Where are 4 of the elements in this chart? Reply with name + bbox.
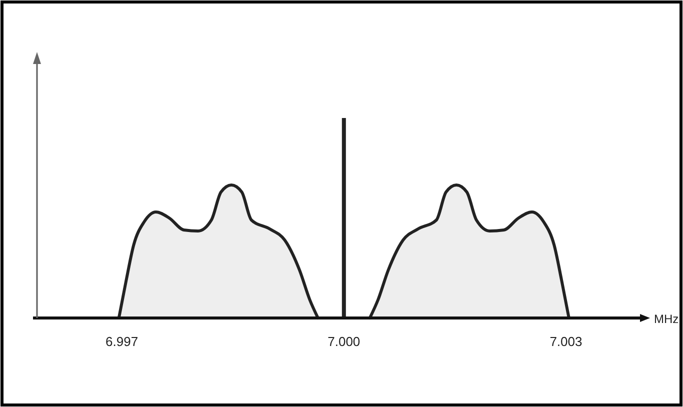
x-axis-title: MHz (654, 312, 679, 326)
x-tick-label: 6.997 (106, 334, 138, 349)
x-tick-label: 7.000 (328, 334, 360, 349)
x-tick-label: 7.003 (550, 334, 582, 349)
